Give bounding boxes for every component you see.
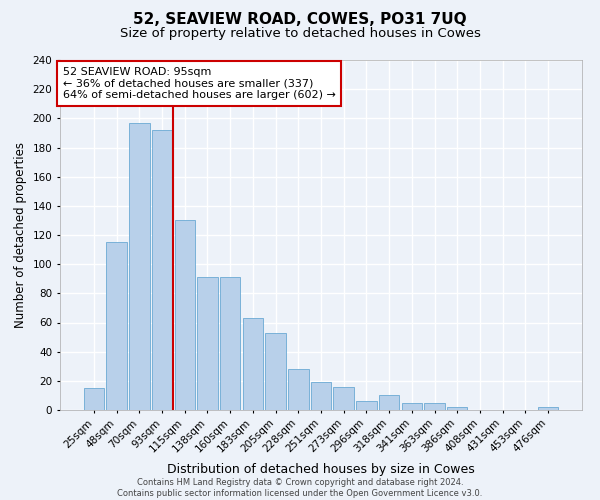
Bar <box>288 369 308 410</box>
Bar <box>379 396 400 410</box>
Text: Contains HM Land Registry data © Crown copyright and database right 2024.
Contai: Contains HM Land Registry data © Crown c… <box>118 478 482 498</box>
Bar <box>311 382 331 410</box>
Bar <box>401 402 422 410</box>
Y-axis label: Number of detached properties: Number of detached properties <box>14 142 27 328</box>
Text: 52 SEAVIEW ROAD: 95sqm
← 36% of detached houses are smaller (337)
64% of semi-de: 52 SEAVIEW ROAD: 95sqm ← 36% of detached… <box>62 67 335 100</box>
Bar <box>334 386 354 410</box>
Text: Size of property relative to detached houses in Cowes: Size of property relative to detached ho… <box>119 28 481 40</box>
Bar <box>152 130 172 410</box>
Bar <box>220 278 241 410</box>
Bar <box>84 388 104 410</box>
Bar <box>356 401 377 410</box>
Bar <box>538 407 558 410</box>
Bar <box>129 122 149 410</box>
Bar <box>265 332 286 410</box>
Bar <box>197 278 218 410</box>
Bar <box>242 318 263 410</box>
Bar <box>106 242 127 410</box>
Bar <box>175 220 195 410</box>
Bar <box>424 402 445 410</box>
Text: 52, SEAVIEW ROAD, COWES, PO31 7UQ: 52, SEAVIEW ROAD, COWES, PO31 7UQ <box>133 12 467 28</box>
X-axis label: Distribution of detached houses by size in Cowes: Distribution of detached houses by size … <box>167 463 475 476</box>
Bar <box>447 407 467 410</box>
